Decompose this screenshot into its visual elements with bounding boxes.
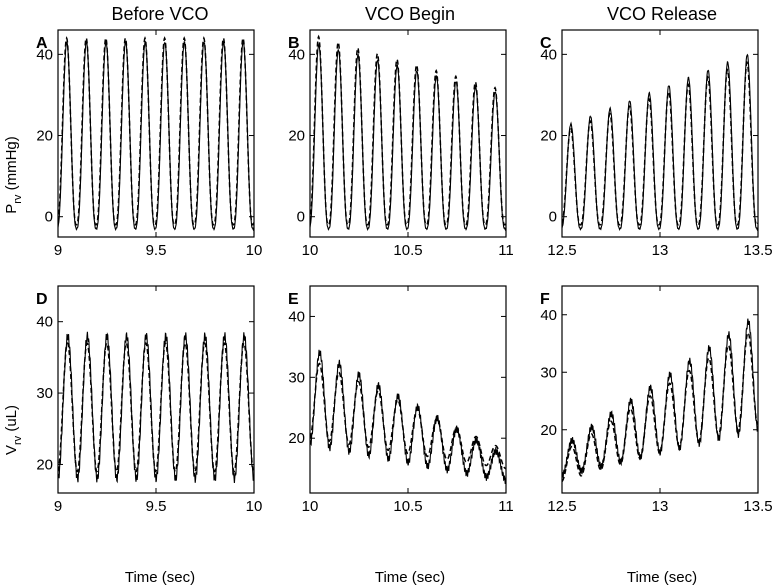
xtick-label: 13.5 (743, 242, 772, 259)
xtick-label: 9.5 (146, 242, 167, 259)
series-model-c (562, 60, 758, 226)
panel-letter-b: B (288, 35, 300, 52)
panel-letter-f: F (540, 291, 550, 308)
ylabel-volume-sub: rv (12, 435, 24, 445)
ytick-label: 40 (540, 307, 557, 324)
panel-letter-c: C (540, 35, 552, 52)
column-title-vco-release: VCO Release (607, 4, 717, 24)
xtick-label: 10.5 (393, 242, 422, 259)
ytick-label: 40 (288, 308, 305, 325)
panel-b: 10 10.5 11 0 20 40B (288, 29, 514, 259)
panel-c: 12.5 13 13.5 0 20 40C (540, 29, 773, 259)
ytick-label: 0 (297, 209, 305, 226)
ytick-label: 20 (288, 430, 305, 447)
xtick-label: 13 (652, 242, 669, 259)
ytick-label: 40 (540, 46, 557, 63)
xtick-label: 12.5 (547, 498, 576, 515)
ytick-label: 0 (549, 209, 557, 226)
ytick-label: 40 (36, 314, 53, 331)
ylabel-volume-main: V (3, 445, 20, 455)
series-measured-e (310, 349, 506, 485)
ytick-label: 20 (540, 128, 557, 145)
xtick-label: 13 (652, 498, 669, 515)
panel-a: 9 9.5 10 0 20 40A (36, 29, 263, 259)
plot-frame-a (57, 29, 255, 238)
panel-letter-a: A (36, 35, 48, 52)
xtick-label: 10 (302, 242, 319, 259)
ytick-label: 40 (36, 46, 53, 63)
panel-letter-e: E (288, 291, 299, 308)
ytick-label: 30 (36, 385, 53, 402)
ylabel-volume-unit: (uL) (3, 405, 20, 436)
ylabel-pressure: Prv (mmHg) (3, 136, 24, 214)
series-model-d (58, 342, 254, 473)
ytick-label: 20 (288, 128, 305, 145)
column-title-vco-begin: VCO Begin (365, 4, 455, 24)
xlabel-panel-f: Time (sec) (627, 569, 697, 586)
series-model-b (310, 34, 506, 226)
column-title-before-vco: Before VCO (111, 4, 208, 24)
ytick-label: 20 (36, 128, 53, 145)
series-measured-f (562, 318, 758, 478)
series-measured-b (310, 42, 506, 232)
xtick-label: 11 (498, 242, 514, 259)
plot-frame-f (561, 285, 759, 494)
xlabel-panel-d: Time (sec) (125, 569, 195, 586)
ylabel-pressure-main: P (3, 204, 20, 214)
xtick-label: 13.5 (743, 498, 772, 515)
ytick-label: 30 (540, 364, 557, 381)
series-model-e (310, 362, 506, 470)
ylabel-pressure-unit: (mmHg) (3, 136, 20, 194)
panel-letter-d: D (36, 291, 48, 308)
plot-frame-c (561, 29, 759, 238)
xtick-label: 9 (54, 498, 62, 515)
ytick-label: 0 (45, 209, 53, 226)
series-measured-a (58, 39, 254, 232)
series-model-a (58, 36, 254, 226)
xtick-label: 10 (246, 242, 263, 259)
xtick-label: 9 (54, 242, 62, 259)
panel-e: 10 10.5 11 20 30 40E (288, 285, 514, 515)
xlabel-panel-e: Time (sec) (375, 569, 445, 586)
xtick-label: 10 (302, 498, 319, 515)
ytick-label: 20 (36, 456, 53, 473)
ylabel-pressure-sub: rv (12, 194, 24, 204)
ytick-label: 20 (540, 422, 557, 439)
series-measured-d (58, 331, 254, 484)
ylabel-volume: Vrv (uL) (3, 405, 24, 455)
series-model-f (562, 331, 758, 482)
xtick-label: 12.5 (547, 242, 576, 259)
panel-f: 12.5 13 13.5 20 30 40F (540, 285, 773, 515)
xtick-label: 10 (246, 498, 263, 515)
panel-d: 9 9.5 10 20 30 40 D (36, 285, 263, 515)
series-measured-c (562, 53, 758, 232)
plot-frame-d (57, 285, 255, 494)
xtick-label: 11 (498, 498, 514, 515)
ytick-label: 30 (288, 369, 305, 386)
xtick-label: 9.5 (146, 498, 167, 515)
ytick-label: 40 (288, 46, 305, 63)
xtick-label: 10.5 (393, 498, 422, 515)
